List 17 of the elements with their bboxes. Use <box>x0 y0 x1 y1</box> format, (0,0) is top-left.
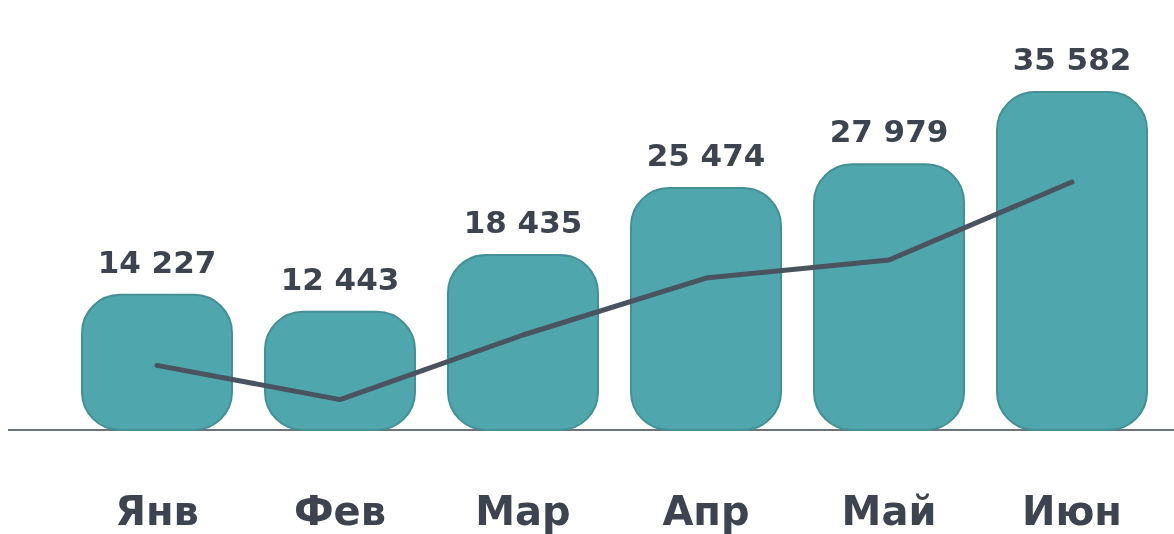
x-tick-label: Апр <box>662 488 750 534</box>
data-label: 25 474 <box>646 137 766 174</box>
x-tick-label: Янв <box>115 488 199 534</box>
bar <box>630 187 782 431</box>
bar <box>996 91 1148 431</box>
data-label: 14 227 <box>97 243 217 280</box>
data-label: 35 582 <box>1012 41 1132 77</box>
x-tick-label: Мар <box>475 488 571 534</box>
bar <box>813 163 965 431</box>
data-label: 18 435 <box>463 203 583 240</box>
x-tick-label: Фев <box>293 488 387 534</box>
data-label: 12 443 <box>280 260 400 297</box>
x-tick-label: Июн <box>1022 488 1122 534</box>
bar <box>447 253 599 431</box>
x-tick-label: Май <box>841 488 937 534</box>
bar <box>81 293 233 431</box>
data-label: 27 979 <box>829 113 949 150</box>
